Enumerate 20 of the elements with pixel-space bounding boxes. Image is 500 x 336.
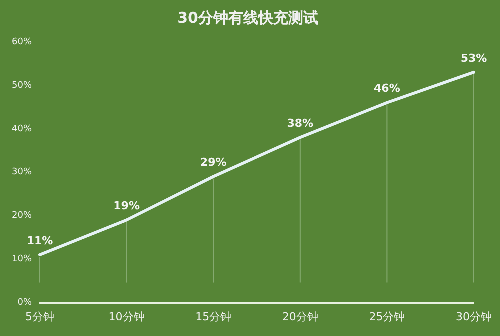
y-tick-label: 0% — [18, 298, 32, 308]
text: 29% — [200, 156, 227, 170]
y-tick-label: 60% — [12, 37, 32, 48]
x-tick-label: 5分钟 — [26, 310, 55, 324]
chart-title: 30分钟有线快充测试 — [178, 8, 318, 27]
x-tick-label: 10分钟 — [108, 310, 145, 324]
y-tick-label: 50% — [12, 80, 32, 91]
y-tick-label: 40% — [12, 124, 32, 134]
text: 38% — [287, 116, 314, 130]
text: 11% — [26, 234, 54, 248]
x-tick-label: 15分钟 — [196, 310, 232, 324]
text: 53% — [460, 52, 488, 65]
y-tick-label: 10% — [12, 254, 32, 265]
x-tick-label: 30分钟 — [456, 310, 492, 324]
text: 46% — [374, 82, 400, 96]
y-tick-label: 30% — [12, 168, 32, 178]
x-tick-label: 20分钟 — [282, 310, 318, 324]
text: 19% — [114, 200, 140, 213]
y-tick-label: 20% — [12, 211, 32, 222]
x-tick-label: 25分钟 — [369, 310, 406, 324]
